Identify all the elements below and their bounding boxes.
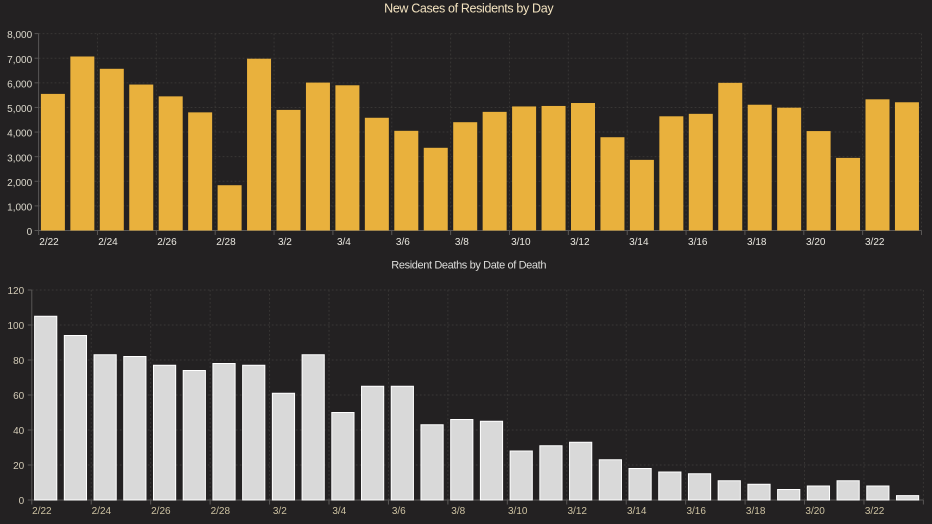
svg-text:7,000: 7,000 (7, 55, 32, 66)
svg-text:2/22: 2/22 (39, 237, 59, 248)
svg-text:2/28: 2/28 (216, 237, 236, 248)
svg-text:1,000: 1,000 (7, 202, 32, 213)
svg-text:3/14: 3/14 (627, 506, 647, 517)
svg-text:2/24: 2/24 (98, 237, 118, 248)
svg-text:60: 60 (13, 391, 25, 402)
svg-text:3/10: 3/10 (508, 506, 528, 517)
svg-text:3/16: 3/16 (686, 506, 706, 517)
svg-text:3/20: 3/20 (806, 237, 826, 248)
svg-text:3/12: 3/12 (567, 506, 587, 517)
svg-text:3/12: 3/12 (570, 237, 590, 248)
svg-text:2/26: 2/26 (151, 506, 171, 517)
svg-text:2,000: 2,000 (7, 178, 32, 189)
svg-text:40: 40 (13, 426, 25, 437)
svg-text:100: 100 (8, 321, 25, 332)
svg-text:4,000: 4,000 (7, 129, 32, 140)
svg-text:6,000: 6,000 (7, 79, 32, 90)
svg-text:0: 0 (27, 227, 33, 238)
svg-text:120: 120 (8, 286, 25, 297)
svg-text:3/18: 3/18 (747, 237, 767, 248)
svg-text:New Cases of Residents by Day: New Cases of Residents by Day (384, 1, 554, 15)
svg-text:Resident Deaths by Date of Dea: Resident Deaths by Date of Death (391, 259, 546, 271)
svg-text:8,000: 8,000 (7, 30, 32, 41)
svg-text:3/16: 3/16 (688, 237, 708, 248)
svg-text:3/10: 3/10 (511, 237, 531, 248)
svg-text:3/22: 3/22 (865, 237, 885, 248)
svg-text:3/6: 3/6 (392, 506, 406, 517)
svg-text:3/22: 3/22 (865, 506, 885, 517)
svg-text:2/22: 2/22 (32, 506, 52, 517)
svg-text:2/28: 2/28 (211, 506, 231, 517)
svg-text:3/6: 3/6 (396, 237, 410, 248)
svg-text:0: 0 (19, 496, 25, 507)
svg-text:20: 20 (13, 461, 25, 472)
svg-text:3/18: 3/18 (746, 506, 766, 517)
svg-text:3,000: 3,000 (7, 153, 32, 164)
svg-text:3/2: 3/2 (273, 506, 287, 517)
svg-text:3/4: 3/4 (337, 237, 351, 248)
svg-text:3/20: 3/20 (805, 506, 825, 517)
svg-text:3/14: 3/14 (629, 237, 649, 248)
svg-text:2/26: 2/26 (157, 237, 177, 248)
svg-text:2/24: 2/24 (92, 506, 112, 517)
svg-text:3/8: 3/8 (455, 237, 469, 248)
svg-text:3/2: 3/2 (278, 237, 292, 248)
svg-text:80: 80 (13, 356, 25, 367)
svg-text:3/4: 3/4 (332, 506, 346, 517)
svg-text:3/8: 3/8 (451, 506, 465, 517)
svg-text:5,000: 5,000 (7, 104, 32, 115)
